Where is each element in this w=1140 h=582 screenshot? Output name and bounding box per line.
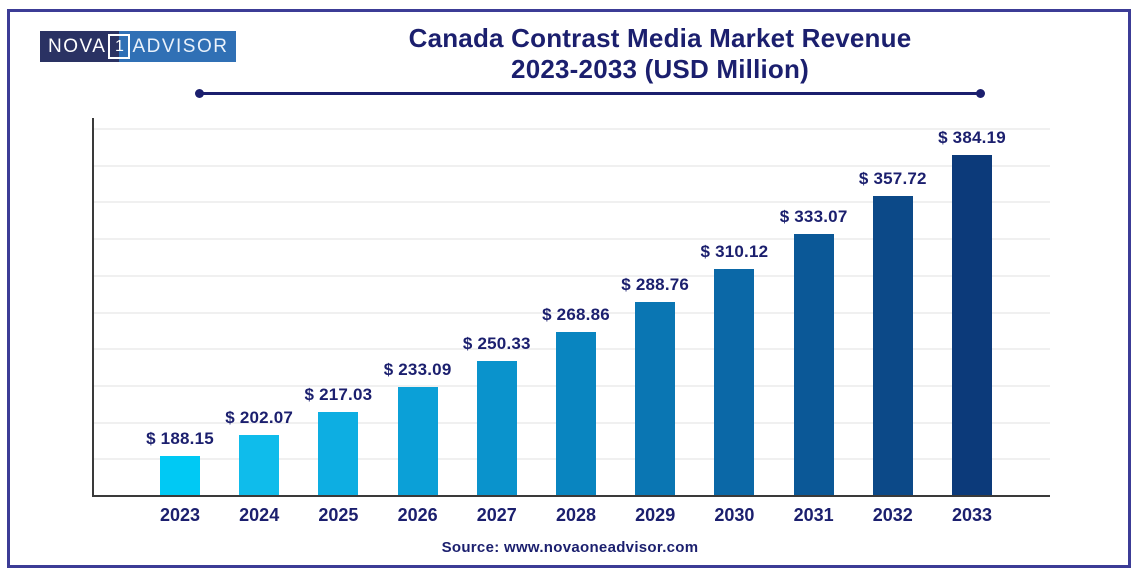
nova-one-advisor-logo: NOVA 1 ADVISOR [40, 31, 237, 62]
logo-text-nova: NOVA [40, 31, 109, 62]
x-tick-label-2031: 2031 [793, 505, 834, 525]
bar-value-label-2030: $ 310.12 [700, 242, 769, 261]
bar-value-label-2032: $ 357.72 [858, 168, 927, 188]
x-tick-label-2023: 2023 [159, 505, 201, 525]
bar-2028 [556, 332, 596, 495]
chart-title-line1: Canada Contrast Media Market Revenue [408, 23, 912, 53]
x-tick-label-2033: 2033 [951, 505, 993, 525]
bar-2029 [635, 301, 676, 495]
gridline [94, 164, 1050, 167]
gridline [94, 274, 1050, 277]
gridline [94, 128, 1050, 130]
bar-value-label-2028: $ 268.86 [542, 305, 610, 325]
outer-frame [7, 9, 1131, 568]
logo-digit: 1 [108, 34, 131, 59]
bar-2030 [714, 269, 755, 495]
source-attribution: Source: www.novaoneadvisor.com [441, 539, 699, 556]
x-tick-label-2032: 2032 [872, 505, 913, 525]
gridline [94, 201, 1050, 204]
bar-2031 [793, 233, 834, 495]
bar-value-label-2029: $ 288.76 [621, 274, 690, 294]
bar-value-label-2027: $ 250.33 [462, 333, 531, 353]
bar-2023 [160, 456, 200, 495]
title-underline-rule [195, 89, 985, 98]
x-tick-label-2028: 2028 [555, 505, 597, 525]
bar-2033 [952, 155, 992, 495]
x-tick-label-2029: 2029 [635, 505, 676, 525]
x-tick-label-2026: 2026 [397, 505, 438, 525]
bar-value-label-2033: $ 384.19 [938, 128, 1006, 148]
bar-2025 [318, 412, 359, 495]
bar-value-label-2023: $ 188.15 [146, 429, 214, 449]
x-tick-label-2027: 2027 [476, 505, 517, 525]
y-axis-line [92, 118, 94, 497]
bar-2032 [872, 195, 913, 495]
chart-title: Canada Contrast Media Market Revenue 202… [300, 23, 1020, 85]
gridline [94, 311, 1050, 314]
x-tick-label-2030: 2030 [714, 505, 755, 525]
logo-text-advisor: ADVISOR [130, 31, 237, 62]
bar-2027 [476, 360, 517, 495]
x-axis-line [92, 495, 1050, 497]
bar-value-label-2024: $ 202.07 [225, 407, 294, 427]
gridline [94, 238, 1050, 241]
chart-title-line2: 2023-2033 (USD Million) [511, 54, 809, 84]
bar-2026 [397, 387, 438, 495]
x-tick-label-2025: 2025 [318, 505, 359, 525]
x-tick-label-2024: 2024 [239, 505, 280, 525]
bar-value-label-2031: $ 333.07 [779, 206, 848, 226]
bar-value-label-2026: $ 233.09 [383, 360, 452, 380]
bar-2024 [239, 434, 280, 495]
bar-value-label-2025: $ 217.03 [304, 385, 373, 404]
logo-one-box: 1 [108, 31, 131, 62]
